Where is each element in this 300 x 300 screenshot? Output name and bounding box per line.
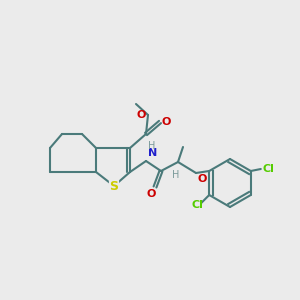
Text: O: O — [146, 189, 156, 199]
Text: H: H — [148, 141, 155, 151]
Text: Cl: Cl — [263, 164, 275, 174]
Text: Cl: Cl — [191, 200, 203, 210]
Text: O: O — [136, 110, 146, 120]
Text: O: O — [197, 174, 206, 184]
Text: H: H — [172, 170, 180, 180]
Text: O: O — [162, 117, 171, 127]
Text: N: N — [148, 148, 157, 158]
Text: S: S — [110, 179, 118, 193]
